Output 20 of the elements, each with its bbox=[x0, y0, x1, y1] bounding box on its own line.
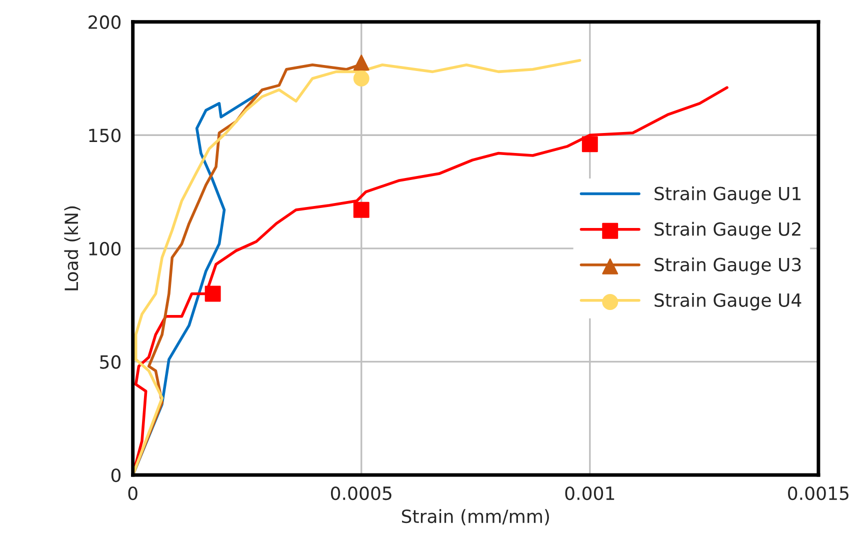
x-tick-label: 0.0015 bbox=[788, 486, 848, 500]
y-tick-label: 50 bbox=[100, 355, 121, 369]
x-tick-label: 0.001 bbox=[565, 486, 614, 500]
legend-label: Strain Gauge U4 bbox=[654, 292, 802, 310]
y-axis-title: Load (kN) bbox=[64, 206, 80, 290]
point bbox=[353, 54, 370, 71]
legend-label: Strain Gauge U1 bbox=[654, 186, 801, 204]
x-tick-label: 0 bbox=[128, 486, 138, 500]
point bbox=[353, 202, 370, 218]
x-axis-title: Strain (mm/mm) bbox=[402, 509, 549, 526]
y-tick-label: 100 bbox=[89, 242, 121, 256]
legend-label: Strain Gauge U2 bbox=[654, 222, 800, 240]
y-tick-label: 200 bbox=[88, 15, 121, 29]
y-tick-label: 0 bbox=[111, 468, 121, 482]
point bbox=[353, 70, 370, 86]
y-tick-label: 150 bbox=[89, 128, 121, 142]
x-tick-label: 0.0005 bbox=[330, 486, 392, 500]
legend-label: Strain Gauge U3 bbox=[654, 257, 801, 275]
point bbox=[582, 136, 598, 152]
point bbox=[204, 286, 221, 302]
